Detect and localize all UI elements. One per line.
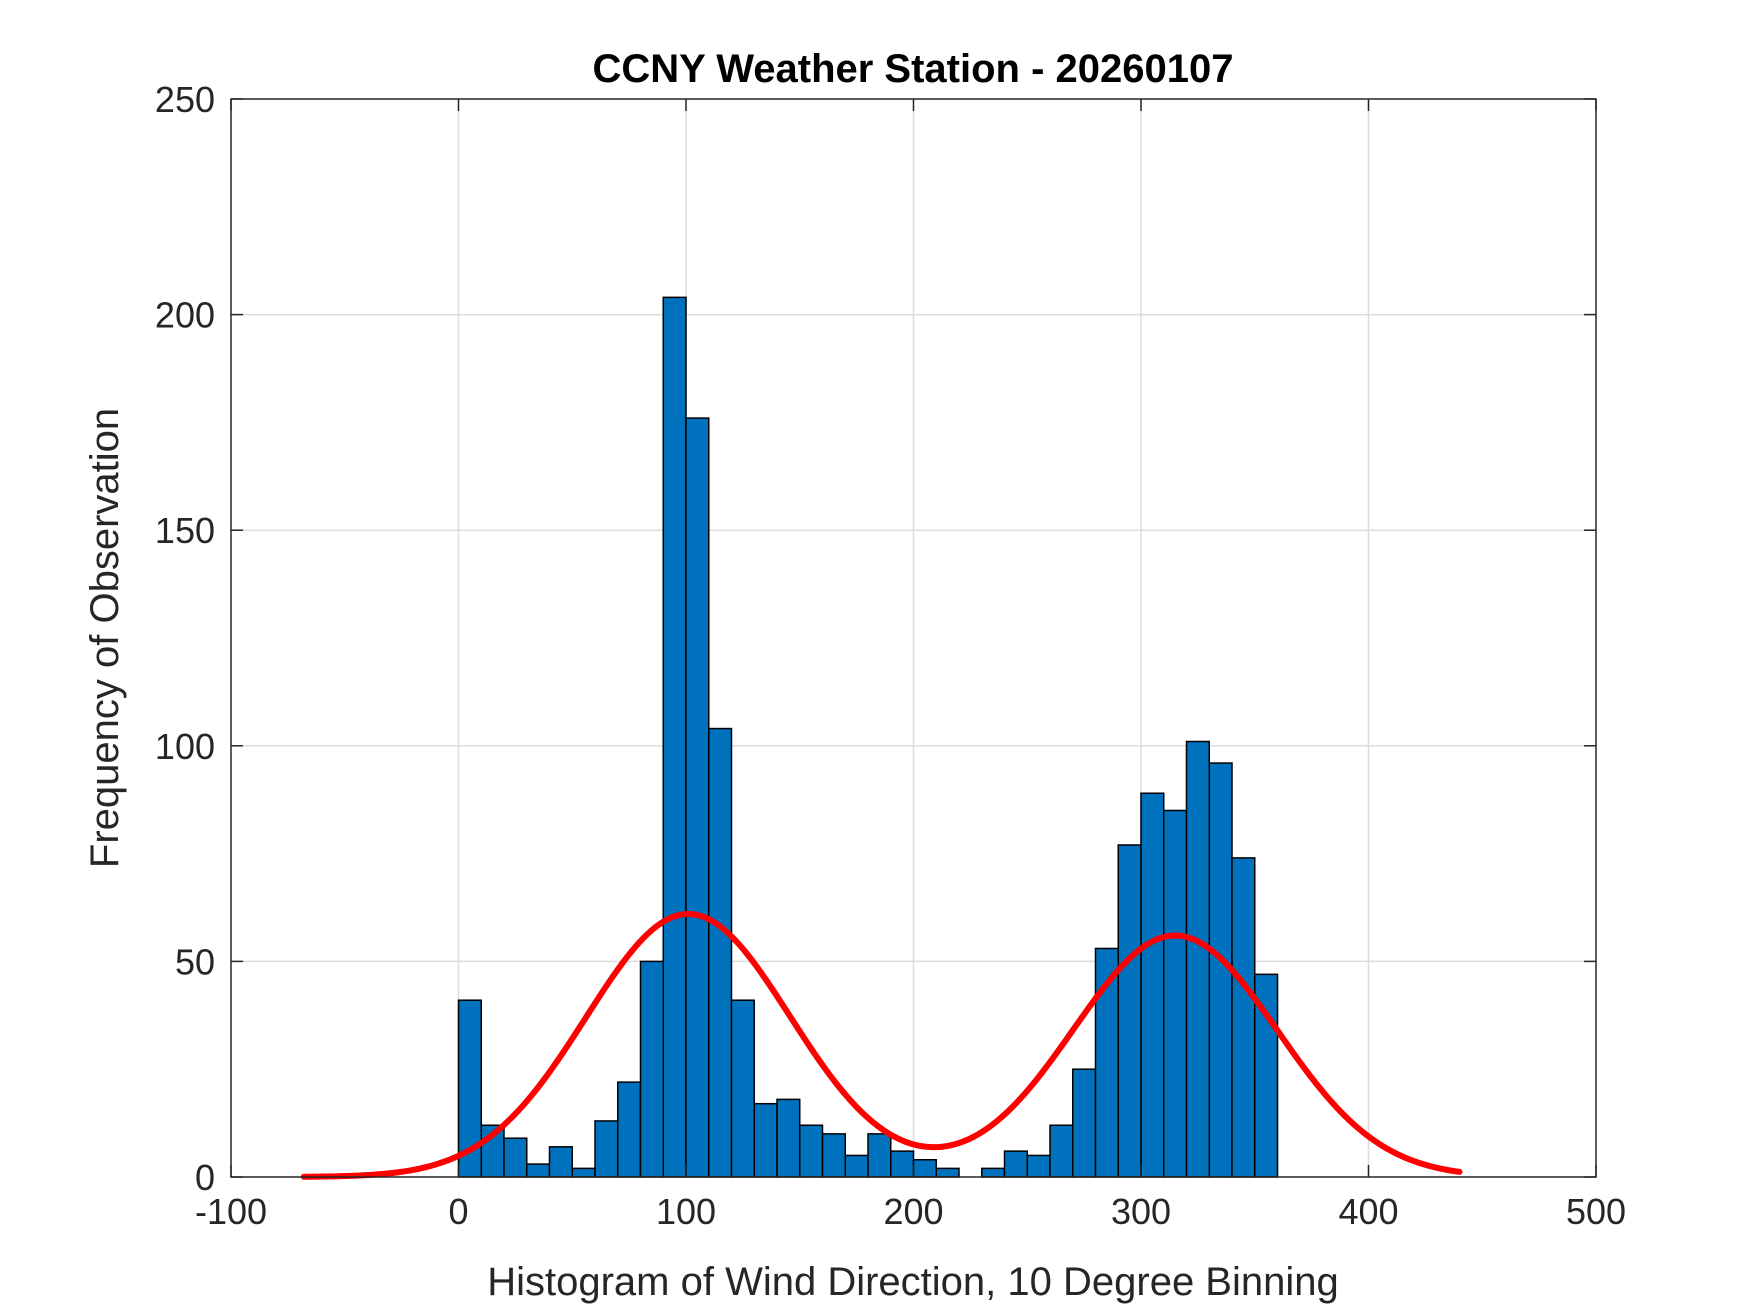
histogram-bar — [548, 1146, 573, 1178]
x-tick-labels: -100 0 100 200 300 400 500 — [195, 1191, 1626, 1232]
y-tick-label: 50 — [175, 941, 215, 982]
histogram-bar — [662, 296, 687, 1178]
histogram-bar — [1026, 1154, 1051, 1178]
histogram-bar — [890, 1150, 915, 1178]
y-tick-label: 250 — [155, 79, 215, 120]
y-tick-label: 200 — [155, 295, 215, 336]
y-tick-label: 100 — [155, 726, 215, 767]
x-tick-label: 100 — [656, 1191, 716, 1232]
histogram-bar — [730, 999, 755, 1178]
x-tick-label: 300 — [1111, 1191, 1171, 1232]
histogram-bar — [799, 1124, 824, 1178]
histogram-bar — [844, 1154, 869, 1178]
histogram-bar — [981, 1167, 1006, 1178]
y-tick-labels: 0 50 100 150 200 250 — [155, 79, 215, 1198]
histogram-bar — [639, 960, 664, 1178]
y-tick-label: 150 — [155, 510, 215, 551]
histogram-bar — [1003, 1150, 1028, 1178]
x-tick-label: 500 — [1566, 1191, 1626, 1232]
histogram-bar — [753, 1102, 778, 1178]
x-tick-label: 200 — [883, 1191, 943, 1232]
chart-title: CCNY Weather Station - 20260107 — [593, 47, 1234, 91]
histogram-bar — [708, 727, 733, 1178]
histogram-bar — [912, 1159, 937, 1178]
histogram-bar — [503, 1137, 528, 1178]
histogram-bars — [457, 296, 1279, 1178]
histogram-bar — [1049, 1124, 1074, 1178]
histogram-bar — [867, 1133, 892, 1178]
histogram-bar — [685, 417, 710, 1178]
x-axis-label: Histogram of Wind Direction, 10 Degree B… — [487, 1260, 1339, 1304]
histogram-bar — [776, 1098, 801, 1178]
histogram-bar — [1140, 792, 1165, 1178]
x-tick-label: -100 — [195, 1191, 267, 1232]
histogram-bar — [617, 1081, 642, 1178]
x-tick-label: 0 — [448, 1191, 468, 1232]
histogram-bar — [1185, 740, 1210, 1178]
fit-curve-line — [300, 910, 1463, 1180]
y-axis-label: Frequency of Observation — [83, 408, 127, 868]
histogram-bar — [1117, 844, 1142, 1178]
histogram-bar — [1163, 809, 1188, 1178]
y-tick-label: 0 — [195, 1157, 215, 1198]
histogram-bar — [1231, 857, 1256, 1178]
histogram-bar — [821, 1133, 846, 1178]
histogram-bar — [935, 1167, 960, 1178]
histogram-bar — [571, 1167, 596, 1178]
histogram-bar — [526, 1163, 551, 1178]
axis-ticks — [230, 98, 1597, 1178]
histogram-bar — [1072, 1068, 1097, 1178]
histogram-bar — [594, 1120, 619, 1178]
x-tick-label: 400 — [1338, 1191, 1398, 1232]
